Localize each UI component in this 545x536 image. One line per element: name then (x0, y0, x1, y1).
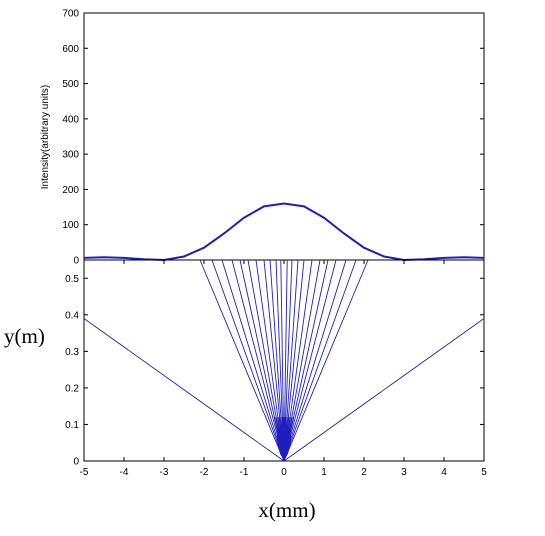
x-tick-label: -4 (120, 467, 129, 478)
y-tick-label: 0.2 (65, 383, 79, 394)
y-tick-label: 700 (62, 9, 79, 20)
y-tick-label: 600 (62, 44, 79, 55)
y-tick-label: 100 (62, 220, 79, 231)
y-tick-label: 200 (62, 185, 79, 196)
x-axis-label: x(mm) (258, 498, 315, 522)
outer-ray (283, 318, 485, 462)
intensity-plot-frame (83, 12, 485, 261)
x-tick-label: 3 (401, 467, 407, 478)
y-tick-label: 500 (62, 79, 79, 90)
y-tick-label: 0.5 (65, 274, 79, 285)
x-tick-label: 1 (321, 467, 327, 478)
x-tick-label: -1 (240, 467, 249, 478)
outer-ray (83, 318, 285, 462)
x-tick-label: -5 (80, 467, 89, 478)
y-tick-label: 0 (73, 256, 79, 267)
ray (283, 259, 337, 462)
intensity-ylabel: Intensity(arbitrary units) (40, 85, 51, 189)
y-tick-label: 300 (62, 150, 79, 161)
y-tick-label: 400 (62, 114, 79, 125)
ray (283, 259, 357, 462)
y-axis-label: y(m) (4, 324, 45, 348)
ray (211, 259, 285, 462)
x-tick-label: -2 (200, 467, 209, 478)
ray (283, 259, 369, 462)
y-tick-label: 0.3 (65, 347, 79, 358)
focus-loop (279, 439, 289, 458)
y-tick-label: 0 (73, 457, 79, 468)
x-tick-label: 2 (361, 467, 367, 478)
intensity-plot: 0 100 200 300 400 500 600 700 (62, 9, 485, 267)
x-tick-label: 5 (481, 467, 487, 478)
ray (283, 259, 347, 462)
focus-loop (277, 424, 291, 455)
x-tick-label: -3 (160, 467, 169, 478)
ray (221, 259, 285, 462)
ray (199, 259, 285, 462)
x-tick-label: 4 (441, 467, 447, 478)
x-tick-label: 0 (281, 467, 287, 478)
y-tick-label: 0.4 (65, 310, 79, 321)
ray (231, 259, 285, 462)
y-tick-label: 0.1 (65, 420, 79, 431)
ray-plot: 0 0.1 0.2 0.3 0.4 0.5 -5 -4 -3 -2 -1 0 1 2 3 4 5 (65, 259, 487, 478)
